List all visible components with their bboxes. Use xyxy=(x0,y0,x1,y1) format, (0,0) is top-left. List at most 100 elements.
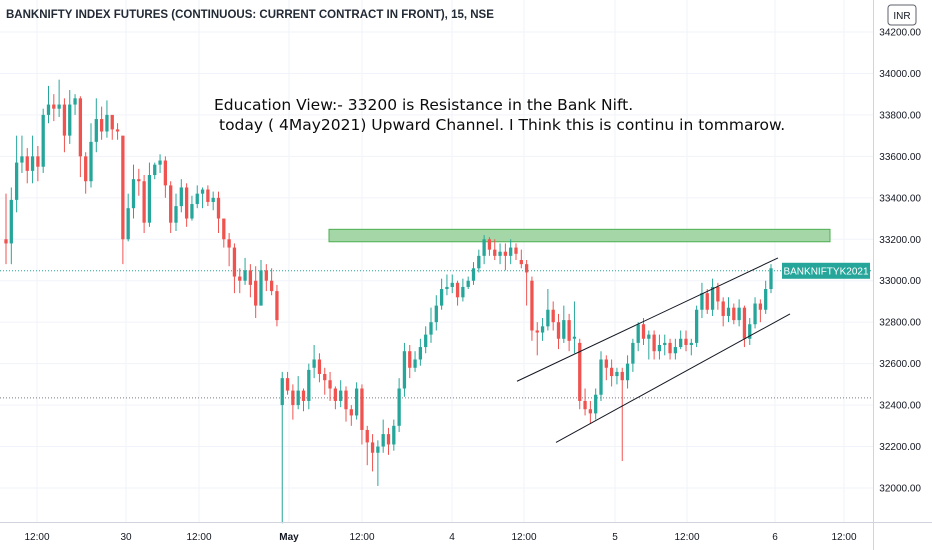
candle-body xyxy=(4,239,8,244)
candle-body xyxy=(721,301,725,316)
candle-body xyxy=(280,378,284,406)
x-tick-label: 12:00 xyxy=(831,532,856,543)
candle-down xyxy=(285,371,290,395)
y-tick-label: 34200.00 xyxy=(879,28,921,39)
candle-body xyxy=(41,114,45,167)
candle-up xyxy=(94,98,98,153)
candle-body xyxy=(131,179,136,209)
candle-body xyxy=(248,270,253,285)
trend-channel xyxy=(516,257,791,443)
candle-down xyxy=(360,384,364,445)
candle-down xyxy=(269,268,274,296)
candle-body xyxy=(153,164,157,176)
candle-body xyxy=(360,388,364,430)
candle-body xyxy=(376,446,380,453)
candle-up xyxy=(424,326,428,354)
candle-body xyxy=(301,390,306,401)
candle-up xyxy=(769,264,773,294)
candle-down xyxy=(487,237,492,256)
y-tick-label: 33000.00 xyxy=(879,276,921,287)
candle-down xyxy=(567,313,571,352)
y-tick-label: 33400.00 xyxy=(879,193,921,204)
candle-body xyxy=(477,255,481,269)
candle-body xyxy=(408,351,412,368)
candle-down xyxy=(275,284,279,327)
candle-body xyxy=(354,388,359,416)
candle-up xyxy=(439,278,444,310)
resistance-zone xyxy=(328,228,831,243)
candle-body xyxy=(679,338,683,348)
candle-body xyxy=(68,104,72,136)
candle-down xyxy=(370,434,375,472)
candle-body xyxy=(254,280,258,306)
candle-down xyxy=(721,297,725,327)
candle-body xyxy=(238,276,242,281)
candle-body xyxy=(689,342,693,345)
candle-body xyxy=(9,199,13,244)
candle-body xyxy=(73,98,77,105)
candle-down xyxy=(530,276,534,341)
candle-up xyxy=(471,262,476,285)
candle-body xyxy=(115,129,120,132)
candle-down xyxy=(264,264,268,292)
candle-down xyxy=(652,330,656,360)
candle-body xyxy=(317,359,322,374)
candle-body xyxy=(392,425,396,445)
candle-up xyxy=(673,338,678,360)
candle-up xyxy=(30,135,35,184)
candle-body xyxy=(84,156,88,182)
candle-down xyxy=(556,313,561,350)
x-tick-label: 5 xyxy=(612,532,618,543)
candle-body xyxy=(14,162,19,200)
annotation-line-1: Education View:- 33200 is Resistance in … xyxy=(214,96,633,114)
candle-up xyxy=(147,162,152,227)
candle-up xyxy=(211,191,215,211)
candle-body xyxy=(764,289,768,310)
candle-body xyxy=(163,160,168,186)
candle-body xyxy=(546,309,550,327)
candle-body xyxy=(137,179,141,182)
candle-down xyxy=(232,243,237,294)
x-tick-label: 4 xyxy=(449,532,455,543)
candle-down xyxy=(121,135,125,265)
candle-body xyxy=(769,268,773,290)
y-tick-label: 33600.00 xyxy=(879,152,921,163)
candle-body xyxy=(30,156,35,171)
candle-down xyxy=(169,181,173,234)
candle-up xyxy=(710,278,715,316)
candle-up xyxy=(748,318,752,345)
candle-body xyxy=(742,307,747,339)
candle-up xyxy=(546,289,550,331)
candle-up xyxy=(562,305,566,343)
candle-up xyxy=(105,100,109,138)
candle-up xyxy=(296,376,300,410)
candle-body xyxy=(142,181,146,223)
candle-up xyxy=(461,278,465,302)
candle-down xyxy=(705,289,709,314)
candle-down xyxy=(408,344,412,379)
candle-body xyxy=(206,189,210,202)
candle-body xyxy=(705,293,709,310)
candle-down xyxy=(110,114,114,140)
candle-body xyxy=(57,104,61,109)
candle-up xyxy=(498,243,502,265)
candle-body xyxy=(259,270,263,306)
candle-down xyxy=(578,338,582,410)
candle-body xyxy=(572,336,577,339)
candle-body xyxy=(514,247,518,254)
candle-body xyxy=(429,322,433,335)
candle-up xyxy=(190,195,194,221)
candle-body xyxy=(264,270,268,281)
candle-up xyxy=(126,193,130,242)
y-tick-label: 32000.00 xyxy=(879,484,921,495)
currency-box[interactable]: INR xyxy=(887,4,917,26)
candle-up xyxy=(726,297,731,323)
candle-body xyxy=(52,104,56,109)
y-tick-label: 34000.00 xyxy=(879,69,921,80)
candle-down xyxy=(524,260,529,306)
candle-down xyxy=(291,384,295,420)
candle-body xyxy=(578,342,582,401)
candle-body xyxy=(307,369,311,401)
candle-up xyxy=(694,305,699,348)
candle-body xyxy=(370,442,375,453)
